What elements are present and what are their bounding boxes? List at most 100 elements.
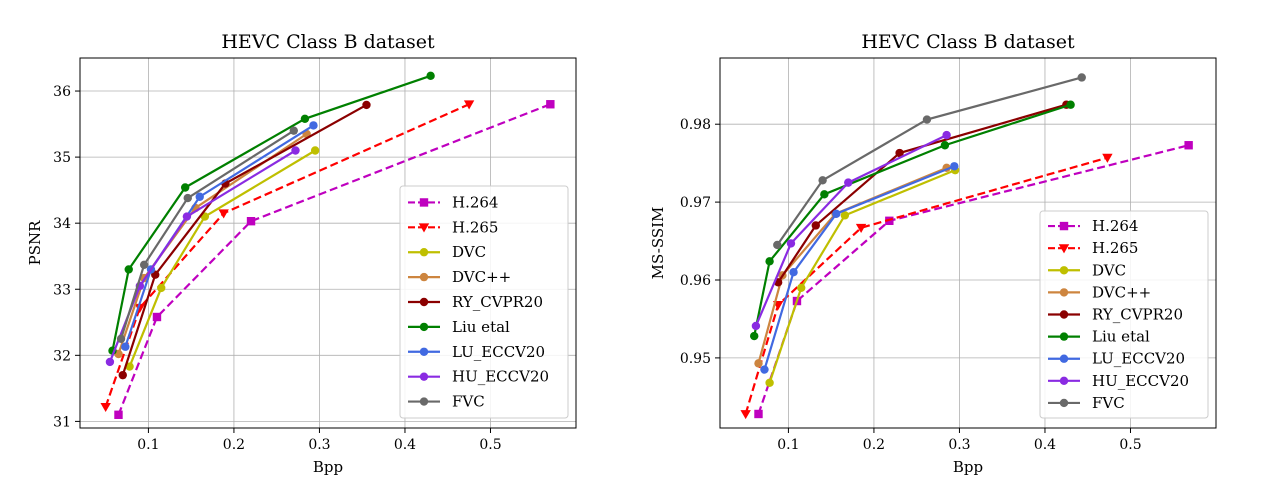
chart-0-y-tick-label: 33 [53,282,71,298]
chart-0-series-line-h-265 [104,103,470,408]
chart-1-legend-marker [1058,244,1070,254]
chart-0-legend-marker [419,198,429,207]
chart-1-legend-label: HU_ECCV20 [1092,372,1189,390]
chart-1-legend-marker [1059,376,1069,386]
chart-1-legend-label: DVC++ [1092,283,1151,301]
chart-0-data-point [289,126,298,135]
chart-0-series-line-ry-cvpr20 [121,103,368,376]
chart-1-legend: H.264 H.265 DVC DVC++ RY_CVPR20 Liu etal LU_EC… [1039,210,1209,419]
chart-0-series-line-h-264 [117,103,551,416]
chart-1-data-point [740,410,751,420]
chart-1-y-tick-label: 0.96 [680,273,711,289]
chart-1-x-tick-label: 0.3 [948,437,970,453]
chart-0-legend-marker [418,223,430,233]
chart-0-data-point [152,312,162,322]
chart-0-data-point [116,334,126,344]
chart-0-x-axis-label: Bpp [313,458,343,476]
chart-1-legend-label: FVC [1092,394,1125,412]
chart-0-data-point [309,121,318,130]
chart-0-data-point [310,146,320,155]
chart-1-series-line-lu-eccv20 [763,165,955,370]
chart-1-legend-label: H.265 [1092,239,1138,257]
chart-1-data-point [754,409,763,419]
chart-0-series-line-dvc [128,149,316,367]
chart-0-data-point [125,362,134,371]
chart-1-series-line-hu-eccv20 [754,134,948,327]
chart-0-legend-marker [419,322,429,332]
chart-1-legend-label: Liu etal [1092,328,1150,346]
chart-1-data-point [1066,100,1075,109]
chart-1-data-point [773,240,782,250]
chart-0-legend-label: H.264 [452,193,498,211]
chart-1-series-line-h-264 [757,144,1189,415]
chart-1-legend-marker [1059,398,1069,408]
chart-0-legend-label: Liu etal [452,318,510,336]
ms-ssim-chart: 0.1 0.2 0.3 0.4 0.5 0.95 0.96 0.97 0.98 HEVC Clas… [649,31,1217,476]
chart-0-legend-label: H.265 [452,218,498,236]
chart-1-series-line-h-265 [744,156,1108,415]
chart-0-data-point [463,100,475,110]
chart-1-series-line-liu-etal [753,103,1071,337]
chart-1-plot-area [740,73,1193,420]
chart-1-legend-marker [1059,354,1069,363]
chart-1-data-point [840,211,850,220]
chart-1-series-line-dvc [768,169,956,384]
chart-1-data-point [786,239,796,248]
chart-0-legend-label: RY_CVPR20 [452,293,543,311]
chart-0-legend-label: DVC++ [452,268,511,286]
chart-1-legend-marker [1059,266,1069,275]
chart-0-x-tick-label: 0.3 [308,437,330,453]
chart-1-data-point [750,331,759,341]
chart-0-data-point [157,283,166,293]
chart-0-legend-marker [419,397,429,406]
psnr-chart: 0.1 0.2 0.3 0.4 0.5 31 32 33 34 35 36 HEVC Class B … [26,31,577,476]
chart-1-legend-marker [1059,221,1069,231]
chart-1-x-tick-label: 0.2 [863,437,885,453]
chart-1-data-point [1077,73,1086,82]
chart-0-data-point [300,114,310,123]
chart-0-data-point [291,146,300,155]
chart-0-data-point [195,192,204,201]
chart-0-data-point [246,216,256,226]
chart-0-x-tick-label: 0.2 [223,437,245,453]
chart-0-data-point [180,183,190,192]
chart-1-data-point [950,162,959,171]
chart-1-data-point [844,178,853,187]
chart-1-data-point [895,148,904,158]
chart-0-legend-marker [419,297,429,307]
chart-1-legend-marker [1059,288,1069,297]
chart-1-data-point [1184,141,1193,150]
chart-0-data-point [118,370,127,380]
chart-1-legend-box [1039,210,1209,419]
chart-0-y-tick-label: 34 [53,216,71,232]
chart-1-data-point [765,257,774,266]
chart-1-legend-label: DVC [1092,261,1126,279]
chart-0-legend-label: LU_ECCV20 [452,343,545,361]
chart-0-y-tick-label: 35 [53,150,71,166]
chart-0-legend-marker [419,372,429,381]
chart-0-y-tick-label: 31 [53,414,71,430]
chart-0-data-point [114,410,123,419]
chart-0-x-tick-label: 0.1 [137,437,159,453]
chart-0-data-point [546,100,555,109]
chart-0-data-point [100,402,111,413]
chart-1-data-point [820,190,829,199]
chart-1-x-axis-label: Bpp [953,458,983,476]
chart-1-legend-marker [1059,310,1069,319]
chart-1-y-tick-label: 0.97 [680,195,711,211]
chart-1-series-line-ry-cvpr20 [777,103,1067,283]
chart-0-title: HEVC Class B dataset [221,31,435,53]
chart-1-data-point [832,209,841,218]
chart-1-series-line-fvc [776,76,1083,246]
chart-0-data-point [218,209,229,219]
chart-0-data-point [426,71,435,81]
chart-0-data-point [139,260,149,270]
chart-0-data-point [182,212,192,221]
chart-0-x-tick-label: 0.4 [394,437,416,453]
chart-1-title: HEVC Class B dataset [861,31,1075,53]
chart-0-plot-area [100,71,555,419]
chart-0-legend-marker [419,248,429,257]
chart-0-y-tick-label: 32 [53,348,71,364]
chart-1-data-point [789,268,798,277]
